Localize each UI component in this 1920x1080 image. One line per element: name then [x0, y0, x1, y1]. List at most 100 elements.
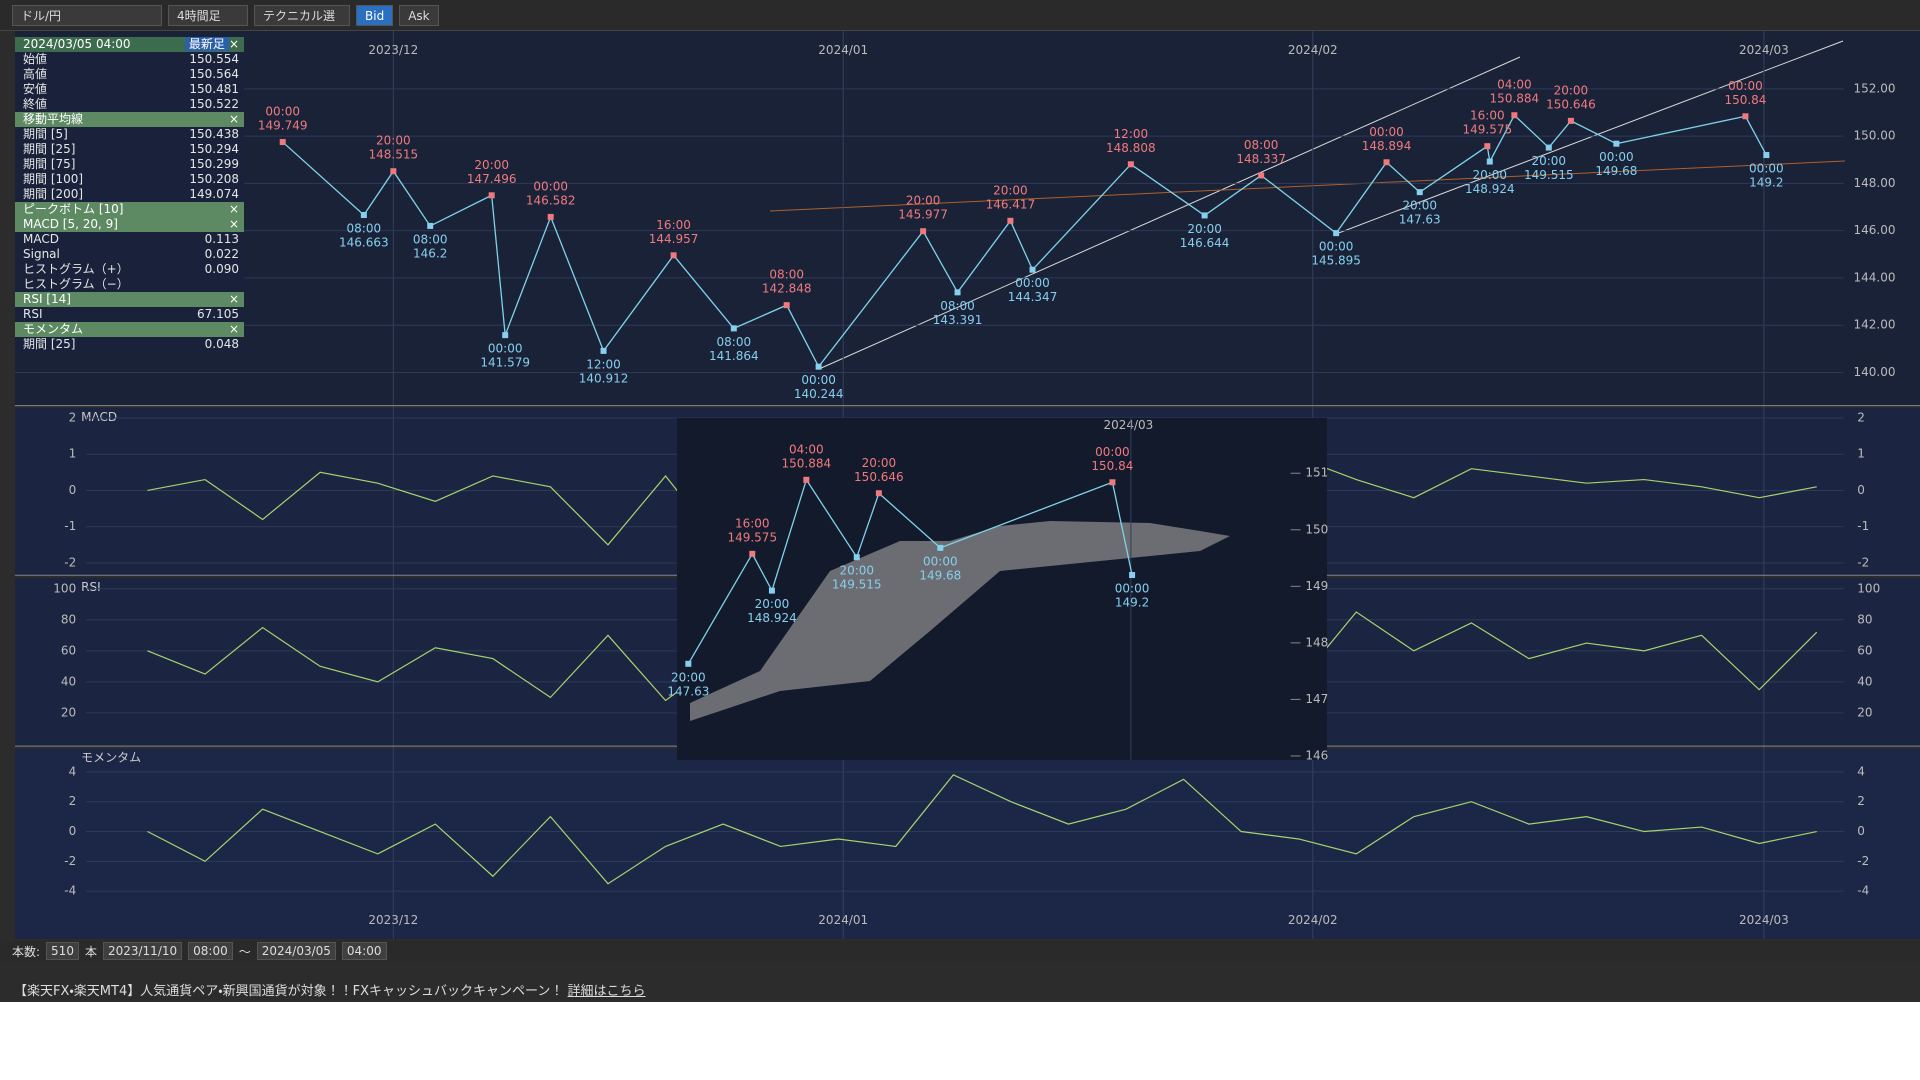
row-value: 150.294 — [189, 142, 239, 156]
peak-marker — [1567, 117, 1574, 124]
y-tick-label: 142.00 — [1854, 318, 1896, 332]
from-time[interactable]: 08:00 — [188, 942, 233, 960]
price-line — [282, 114, 1767, 368]
peak-price: 141.864 — [709, 349, 759, 363]
peak-marker — [1484, 143, 1491, 150]
y-tick-label: 152.00 — [1854, 81, 1896, 95]
peak-time: 00:00 — [1015, 276, 1050, 290]
y-tick-label: -4 — [64, 884, 76, 898]
peak-price: 145.895 — [1311, 254, 1361, 268]
peak-time: 08:00 — [413, 232, 448, 246]
section-header: 2024/03/05 04:00 最新足 × — [15, 37, 244, 52]
close-button[interactable]: × — [228, 292, 239, 306]
to-date[interactable]: 2024/03/05 — [256, 942, 336, 960]
from-date[interactable]: 2023/11/10 — [102, 942, 183, 960]
peak-marker — [1416, 189, 1423, 196]
y-tick-label: -2 — [64, 854, 76, 868]
peak-price: 147.496 — [467, 172, 517, 186]
y-tick-label: 146.00 — [1854, 223, 1896, 237]
peak-price: 148.924 — [1465, 182, 1515, 196]
section-title: 2024/03/05 04:00 — [23, 37, 131, 51]
y-tick-label: 60 — [61, 643, 76, 657]
section-title: モメンタム — [23, 322, 84, 336]
peak-price: 148.515 — [369, 148, 419, 162]
peak-marker — [815, 363, 822, 370]
close-button[interactable]: × — [228, 217, 239, 231]
bid-button[interactable]: Bid — [356, 4, 394, 26]
panel-label: RSI — [81, 580, 101, 594]
section-title: MACD [5, 20, 9] — [23, 217, 118, 231]
close-button[interactable]: × — [228, 37, 239, 51]
peak-marker — [875, 490, 882, 497]
peak-price: 150.646 — [1546, 97, 1596, 111]
count-field[interactable]: 510 — [46, 942, 79, 960]
peak-price: 146.2 — [413, 246, 447, 260]
peak-price: 149.68 — [1595, 164, 1637, 178]
peak-price: 140.912 — [579, 371, 629, 385]
peak-time: 00:00 — [1115, 582, 1150, 596]
toolbar: ドル/円 4時間足 テクニカル選択 Bid Ask — [0, 0, 1920, 44]
peak-price: 149.749 — [258, 119, 308, 133]
row-label: MACD — [23, 232, 59, 246]
bottom-bar: 本数: 510 本 2023/11/10 08:00 〜 2024/03/05 … — [0, 941, 1920, 961]
peak-marker — [1545, 144, 1552, 151]
inset-tick-label: 147 — [1305, 692, 1328, 706]
banner-link[interactable]: 詳細はこちら — [567, 984, 646, 999]
peak-marker — [1383, 159, 1390, 166]
row-value: 0.090 — [204, 262, 239, 276]
to-time[interactable]: 04:00 — [341, 942, 387, 960]
y-tick-label: -2 — [1857, 854, 1869, 868]
y-tick-label: -1 — [64, 519, 76, 533]
peak-time: 20:00 — [376, 134, 411, 148]
y-tick-label: 2 — [69, 410, 77, 424]
date-label: 2023/12 — [368, 913, 418, 927]
y-tick-label: 2 — [1857, 410, 1865, 424]
peak-marker — [1258, 172, 1265, 179]
info-row: 期間 [75] 150.299 — [15, 157, 244, 172]
date-label: 2023/12 — [368, 43, 418, 57]
peak-marker — [279, 139, 286, 146]
peak-marker — [803, 476, 810, 483]
row-label: ヒストグラム（−） — [23, 277, 129, 291]
y-tick-label: 40 — [61, 674, 76, 688]
row-label: 期間 [75] — [23, 157, 76, 171]
header-actions: × — [229, 322, 239, 337]
y-tick-label: 0 — [1857, 483, 1865, 497]
row-label: ヒストグラム（+） — [23, 262, 129, 276]
y-tick-label: 100 — [1857, 581, 1880, 595]
date-label: 2024/02 — [1288, 43, 1338, 57]
peak-marker — [853, 554, 860, 561]
peak-price: 149.515 — [832, 578, 882, 592]
section-title: ピークボトム [10] — [23, 202, 124, 216]
pair-select[interactable]: ドル/円 — [12, 4, 162, 26]
ask-button[interactable]: Ask — [399, 4, 439, 26]
peak-time: 20:00 — [1187, 222, 1222, 236]
close-button[interactable]: × — [228, 112, 239, 126]
peak-time: 08:00 — [1244, 138, 1279, 152]
peak-marker — [1029, 266, 1036, 273]
count-label: 本数: — [12, 944, 41, 959]
peak-time: 00:00 — [801, 373, 836, 387]
row-label: 始値 — [23, 52, 48, 66]
section-title: 移動平均線 — [23, 112, 84, 126]
header-actions: × — [229, 292, 239, 307]
row-label: 期間 [200] — [23, 187, 84, 201]
y-tick-label: 2 — [69, 794, 77, 808]
section-header: RSI [14] × — [15, 292, 244, 307]
technical-select[interactable]: テクニカル選択 — [254, 4, 350, 44]
section-title: RSI [14] — [23, 292, 71, 306]
peak-time: 08:00 — [769, 268, 804, 282]
peak-marker — [670, 252, 677, 259]
peak-price: 150.84 — [1091, 459, 1133, 473]
row-value: 0.113 — [204, 232, 239, 246]
info-row: Signal 0.022 — [15, 247, 244, 262]
close-button[interactable]: × — [228, 202, 239, 216]
ichimoku-cloud — [690, 521, 1230, 721]
date-label: 2024/03 — [1739, 913, 1789, 927]
close-button[interactable]: × — [228, 322, 239, 336]
latest-button[interactable]: 最新足 — [184, 37, 229, 51]
peak-marker — [1613, 140, 1620, 147]
peak-time: 08:00 — [347, 221, 382, 235]
timeframe-select[interactable]: 4時間足 — [168, 4, 248, 26]
